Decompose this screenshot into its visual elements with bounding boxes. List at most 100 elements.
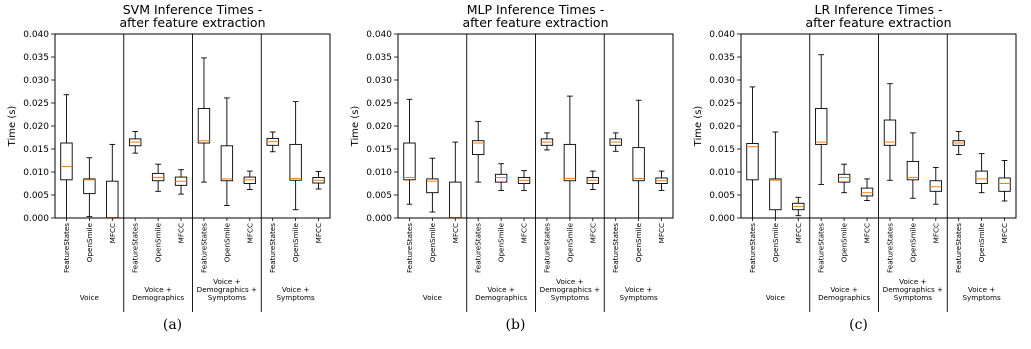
subfigure-caption: (a) <box>163 317 182 333</box>
box-opensmile: OpenSmile <box>83 157 96 262</box>
box-iqr <box>883 119 897 146</box>
x-tick-label: OpenSmile <box>85 222 94 262</box>
box-featurestates: FeatureStates <box>129 131 142 273</box>
group-label: Symptoms <box>276 293 315 302</box>
y-tick-label: 0.025 <box>366 99 392 109</box>
y-tick-label: 0.035 <box>709 53 735 63</box>
y-axis-label: Time (s) <box>7 106 18 148</box>
box-featurestates: FeatureStates <box>952 131 965 273</box>
group-label: Symptoms <box>208 293 247 302</box>
box-mfcc: MFCC <box>929 166 942 243</box>
y-tick-label: 0.020 <box>709 122 735 132</box>
box-featurestates: FeatureStates <box>197 57 211 273</box>
box-featurestates: FeatureStates <box>883 83 897 273</box>
box-iqr <box>815 108 828 145</box>
y-tick-label: 0.015 <box>709 145 735 155</box>
x-tick-label: MFCC <box>177 223 186 243</box>
group-label: Voice + <box>144 285 171 294</box>
chart-title: LR Inference Times - <box>815 2 943 17</box>
box-mfcc: MFCC <box>312 171 325 243</box>
y-tick-label: 0.015 <box>366 145 392 155</box>
box-iqr <box>860 187 874 197</box>
x-tick-label: FeatureStates <box>885 223 894 273</box>
x-tick-label: OpenSmile <box>291 222 300 262</box>
box-featurestates: FeatureStates <box>472 120 485 273</box>
x-tick-label: MFCC <box>1000 223 1009 243</box>
chart-title: after feature extraction <box>119 15 265 30</box>
chart-panel-3: LR Inference Times -after feature extrac… <box>693 2 1017 333</box>
box-iqr <box>769 178 782 211</box>
x-tick-label: FeatureStates <box>817 223 826 273</box>
y-tick-label: 0.010 <box>366 168 392 178</box>
axes-frame <box>54 33 331 219</box>
y-tick-label: 0.025 <box>23 99 49 109</box>
axes-frame <box>397 33 674 219</box>
box-featurestates: FeatureStates <box>403 98 416 273</box>
group-label: Symptoms <box>619 293 658 302</box>
x-tick-label: OpenSmile <box>154 222 163 262</box>
group-label: Voice + <box>556 277 583 286</box>
chart-title: MLP Inference Times - <box>467 2 605 17</box>
group-label: Voice + <box>830 285 857 294</box>
y-axis-label: Time (s) <box>693 106 704 148</box>
group-label: Voice <box>766 293 786 302</box>
box-featurestates: FeatureStates <box>609 132 622 273</box>
box-opensmile: OpenSmile <box>289 101 302 262</box>
box-mfcc: MFCC <box>243 170 256 243</box>
chart-title: SVM Inference Times - <box>123 2 263 17</box>
box-iqr <box>906 160 920 181</box>
x-tick-label: MFCC <box>657 223 666 243</box>
box-iqr <box>449 181 462 219</box>
y-tick-label: 0.010 <box>709 168 735 178</box>
y-tick-label: 0.005 <box>23 191 49 201</box>
box-mfcc: MFCC <box>174 169 188 243</box>
box-iqr <box>632 147 645 182</box>
box-iqr <box>975 170 988 184</box>
y-tick-label: 0.040 <box>23 30 49 40</box>
box-iqr <box>426 178 439 194</box>
box-iqr <box>289 143 302 181</box>
group-label: Symptoms <box>551 293 590 302</box>
y-axis-label: Time (s) <box>350 106 361 148</box>
box-mfcc: MFCC <box>517 170 531 243</box>
y-tick-label: 0.040 <box>709 30 735 40</box>
y-tick-label: 0.015 <box>23 145 49 155</box>
group-label: Voice + <box>282 285 309 294</box>
box-iqr <box>197 108 211 144</box>
y-tick-label: 0.000 <box>366 214 392 224</box>
group-label: Demographics + <box>197 285 257 294</box>
group-label: Demographics + <box>540 285 600 294</box>
y-tick-label: 0.035 <box>366 53 392 63</box>
y-tick-label: 0.010 <box>23 168 49 178</box>
box-opensmile: OpenSmile <box>426 157 439 262</box>
y-tick-label: 0.005 <box>366 191 392 201</box>
group-label: Voice <box>80 293 100 302</box>
y-tick-label: 0.030 <box>23 76 49 86</box>
box-iqr <box>837 173 851 183</box>
box-mfcc: MFCC <box>449 141 462 243</box>
box-featurestates: FeatureStates <box>266 131 279 273</box>
box-iqr <box>106 180 119 219</box>
x-tick-label: MFCC <box>588 223 597 243</box>
box-opensmile: OpenSmile <box>494 163 508 262</box>
box-featurestates: FeatureStates <box>540 132 554 273</box>
box-iqr <box>998 177 1011 192</box>
group-label: Demographics + <box>883 285 943 294</box>
group-label: Voice + <box>899 277 926 286</box>
group-label: Demographics <box>818 293 870 302</box>
y-tick-label: 0.005 <box>709 191 735 201</box>
box-featurestates: FeatureStates <box>815 54 828 273</box>
box-opensmile: OpenSmile <box>906 132 920 262</box>
box-mfcc: MFCC <box>860 178 874 243</box>
box-iqr <box>220 145 234 182</box>
y-tick-label: 0.030 <box>366 76 392 86</box>
y-tick-label: 0.000 <box>23 214 49 224</box>
box-iqr <box>60 142 73 181</box>
x-tick-label: OpenSmile <box>222 222 231 262</box>
x-tick-label: MFCC <box>451 223 460 243</box>
x-tick-label: FeatureStates <box>268 223 277 273</box>
group-label: Voice + <box>968 285 995 294</box>
group-label: Voice + <box>213 277 240 286</box>
group-label: Voice + <box>487 285 514 294</box>
group-label: Voice <box>423 293 443 302</box>
